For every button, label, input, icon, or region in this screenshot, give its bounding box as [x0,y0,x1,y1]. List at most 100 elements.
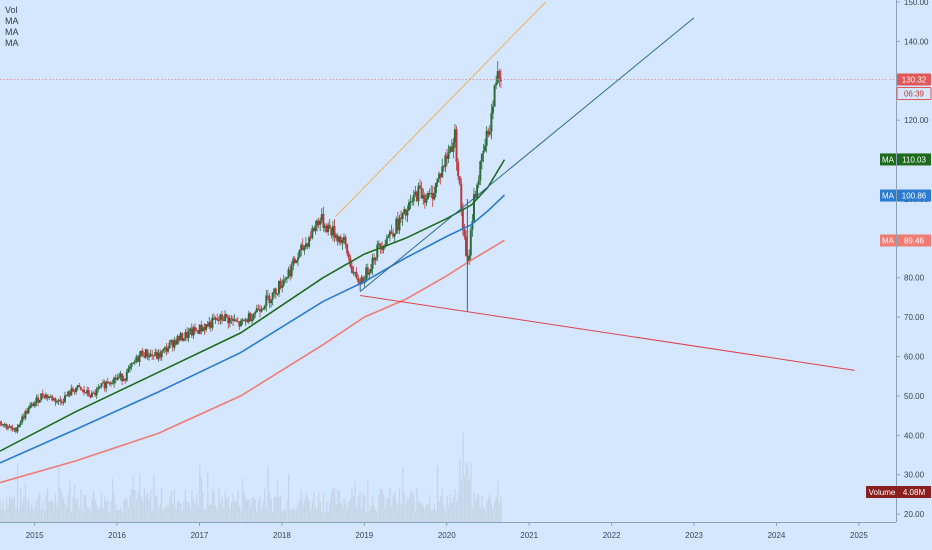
candle-body [111,383,114,385]
candle-body [216,318,219,321]
x-tick-label: 2022 [603,531,621,540]
volume-bar [346,509,348,522]
volume-bar [102,507,104,522]
candle-body [279,280,282,288]
candle-body [493,85,496,107]
volume-bar [495,497,497,522]
volume-bar [26,500,28,522]
candle-body [371,257,374,269]
candle-body [441,166,444,178]
volume-bar [194,503,196,522]
candle-body [170,340,173,343]
candle-body [382,246,385,250]
candle-body [339,236,342,243]
candle-body [224,314,227,322]
candle-body [262,308,265,310]
candle-body [209,322,212,328]
candle-body [374,257,377,261]
candle-body [117,376,120,378]
candle-body [474,194,477,198]
volume-bar [421,502,423,522]
volume-bar [444,510,447,522]
trendline-1[interactable] [359,17,695,292]
candle-body [322,214,325,228]
volume-bar [443,505,445,522]
trendline-2[interactable] [360,294,855,371]
volume-bar [177,499,179,522]
candle-body [70,388,73,396]
candle-body [100,383,103,387]
legend-ma-2[interactable]: MA [5,27,19,37]
candle-body [412,195,415,202]
candle-body [76,385,79,389]
volume-bar [4,510,6,522]
candle-body [335,235,338,238]
legend-volume[interactable]: Vol [5,5,18,15]
volume-bar [456,502,458,522]
x-tick-label: 2019 [355,531,373,540]
candle-body [369,268,372,273]
candle-body [352,272,355,274]
volume-bar [229,509,231,522]
volume-bar [153,475,155,522]
volume-bar [376,511,378,522]
volume-bar [313,492,315,522]
candle-body [163,347,166,350]
candle-body [228,318,231,324]
svg-text:MA: MA [882,236,895,245]
candle-body [477,180,480,185]
candle-body [255,308,258,313]
candle-body [109,382,112,384]
volume-bar [150,489,152,522]
candle-body [60,401,63,403]
candle-body [92,392,95,394]
volume-bar [170,491,172,522]
candle-body [73,391,76,393]
volume-bar [500,495,502,522]
volume-bar [226,498,228,522]
candle-body [387,235,390,239]
volume-bar [283,508,285,522]
volume-bar [158,506,160,522]
volume-bar [295,509,298,522]
candle-body [187,331,190,338]
volume-bar [131,489,133,522]
candle-body [29,405,32,408]
volume-bar [97,510,99,522]
volume-bar [494,502,496,522]
candle-body [114,377,117,380]
candle-body [455,129,458,162]
volume-bar [360,508,363,522]
legend-ma-3[interactable]: MA [5,38,19,48]
volume-bar [59,488,61,522]
volume-bar [235,500,237,522]
ma-line-blue[interactable] [0,194,506,464]
volume-bar [169,497,171,522]
volume-bar [341,507,344,522]
volume-bar [48,501,50,522]
candle-body [148,356,151,358]
svg-text:Volume: Volume [869,488,896,497]
volume-bar [113,494,115,522]
candle-body [482,150,485,154]
volume-bar [408,497,410,522]
candle-body [393,233,396,237]
candle-body [201,327,204,332]
candle-body [48,397,51,399]
volume-bar [164,507,166,522]
volume-bar [475,500,477,522]
volume-bar [70,511,73,522]
legend-ma-1[interactable]: MA [5,16,19,26]
y-tick-label: 40.00 [904,431,925,440]
volume-bar [138,473,141,522]
ma-line-red[interactable] [0,239,505,484]
volume-bar [230,502,233,522]
volume-bar [208,505,210,522]
trendline-0[interactable] [335,1,547,218]
volume-bar [94,499,96,522]
candle-body [426,193,429,199]
ma-line-green[interactable] [0,159,506,452]
volume-bar [200,477,203,522]
